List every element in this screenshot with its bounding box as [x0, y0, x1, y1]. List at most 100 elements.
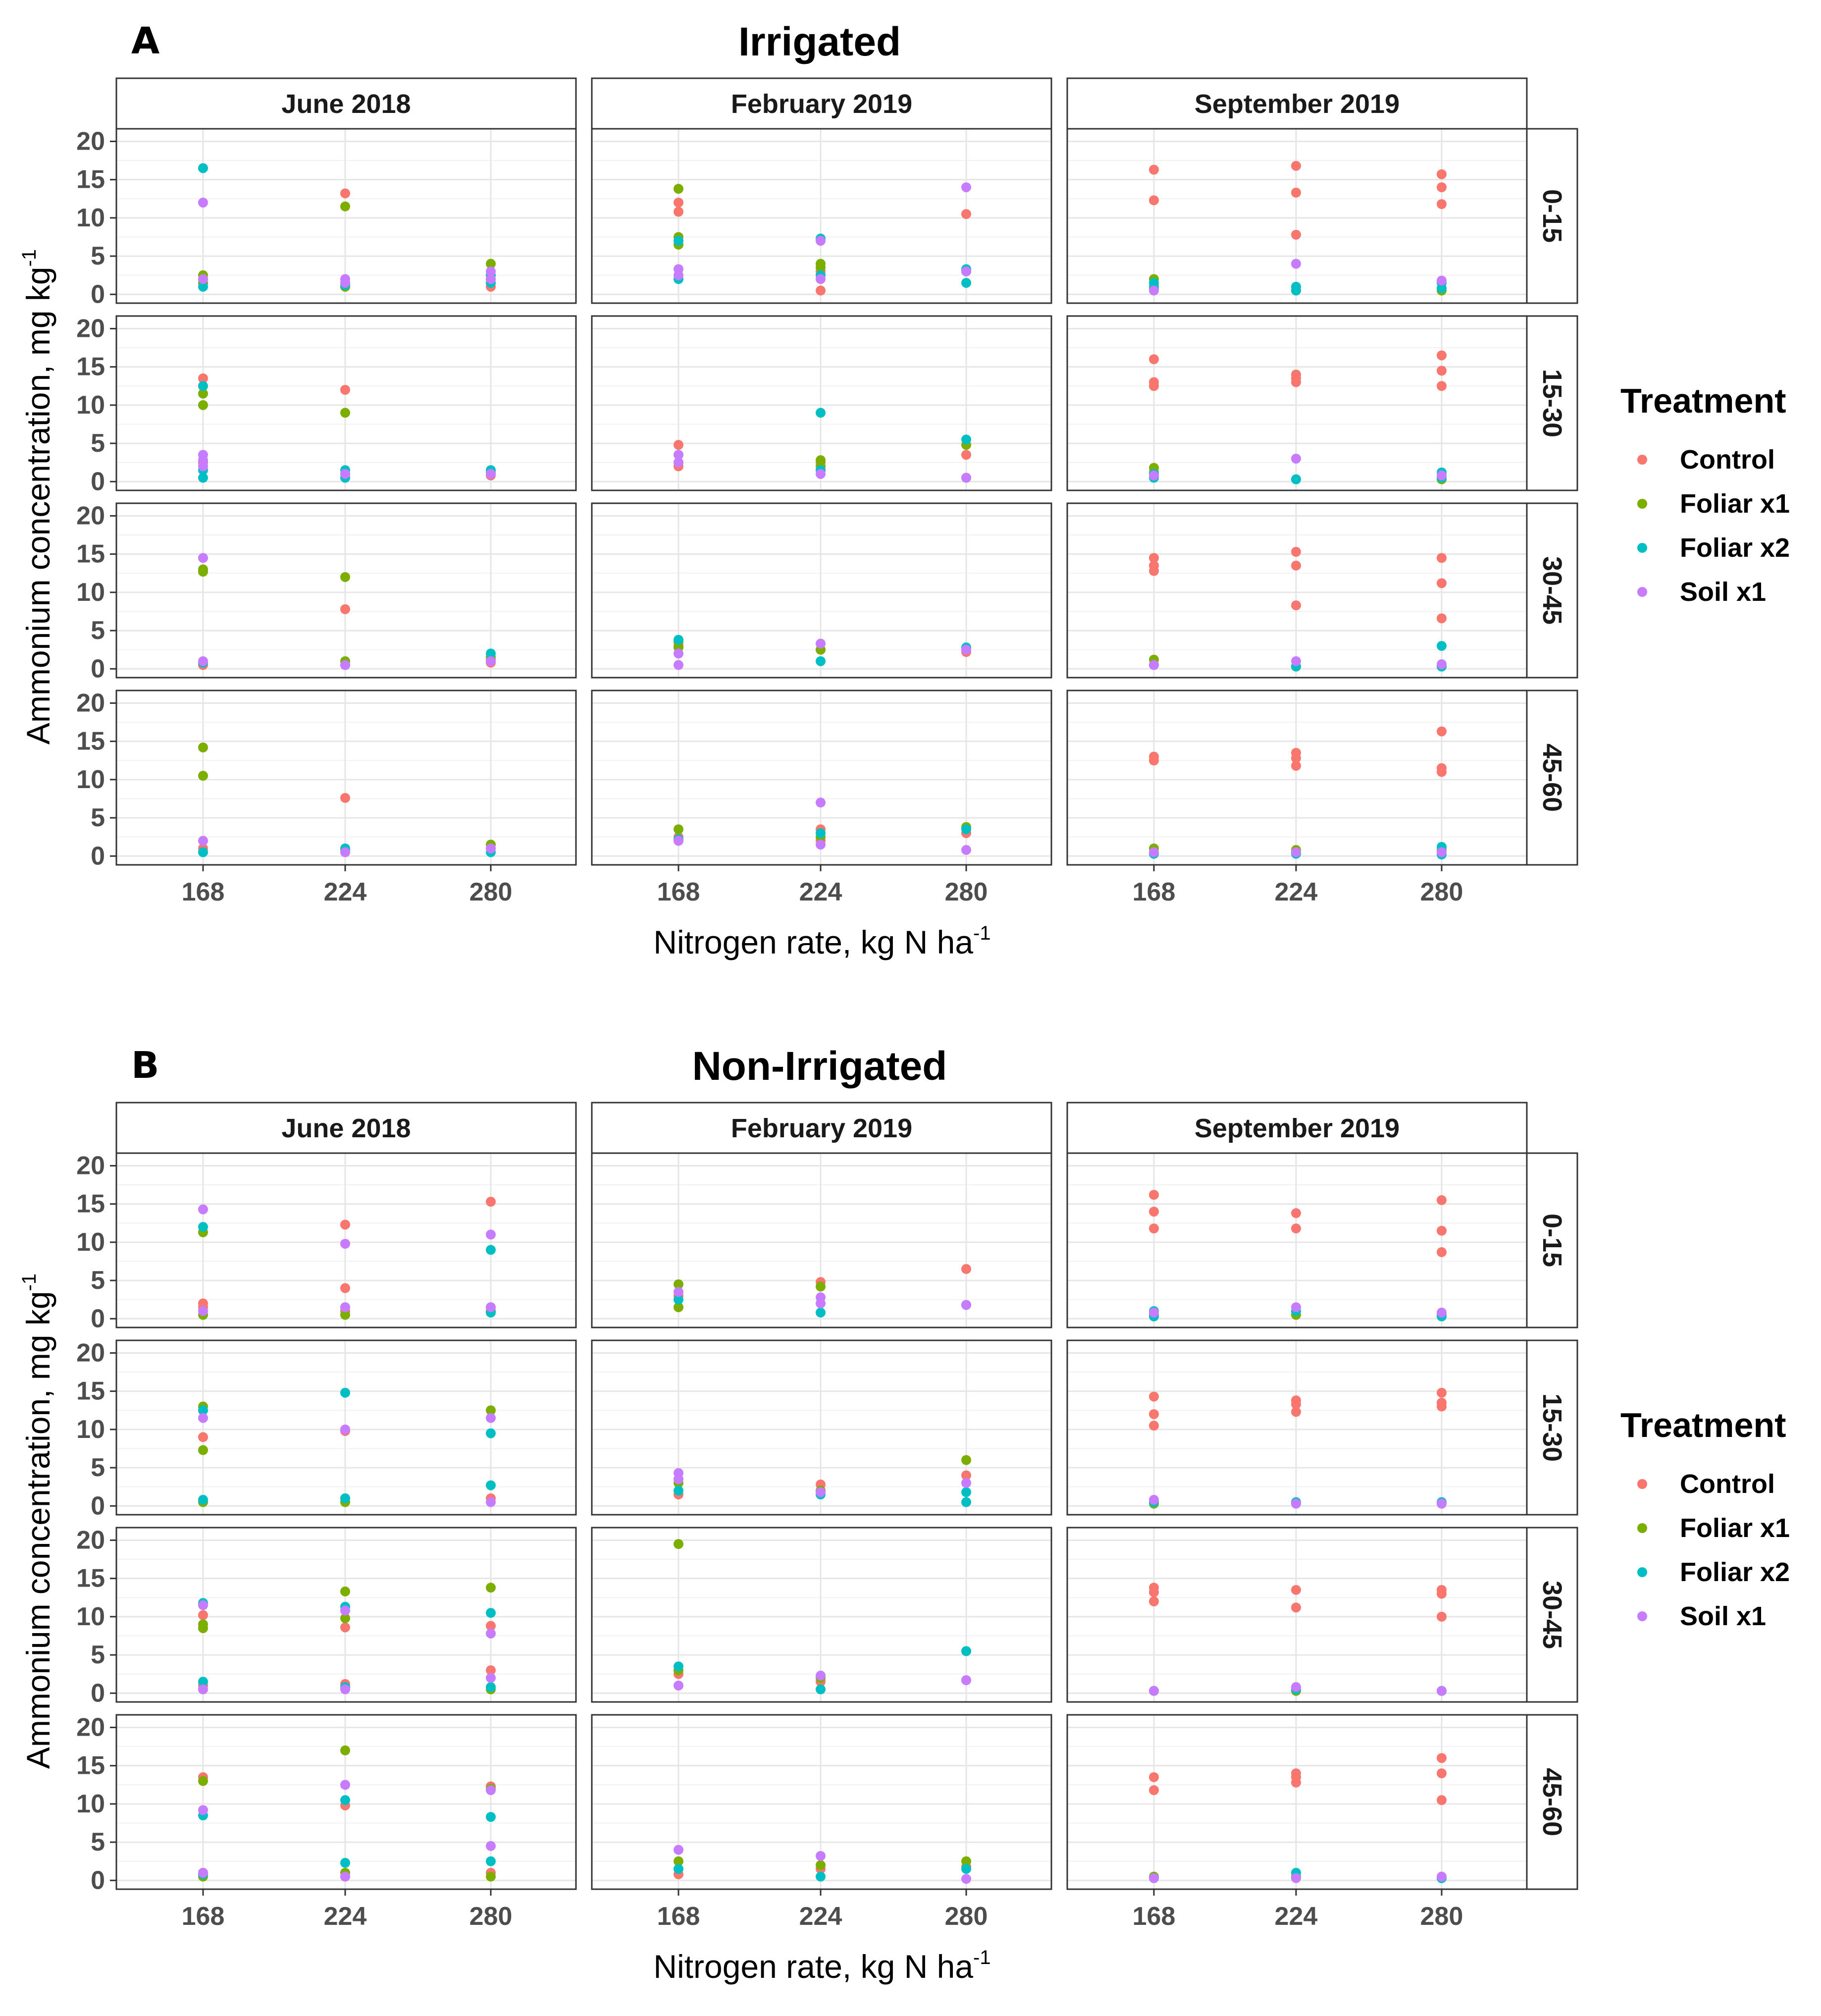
data-point — [1437, 1387, 1447, 1398]
data-point — [1149, 195, 1159, 206]
facet-panel — [591, 1152, 1052, 1328]
data-point — [1291, 285, 1301, 296]
x-tick-label: 168 — [657, 1902, 700, 1931]
data-point — [674, 1474, 683, 1485]
facet-depth-label: 30-45 — [1537, 556, 1567, 625]
data-point — [1149, 1596, 1159, 1606]
data-point — [816, 274, 826, 284]
data-point — [340, 1302, 350, 1313]
data-point — [961, 1478, 971, 1488]
x-tick-label: 280 — [1420, 878, 1463, 906]
y-axis-title: Ammonium concentration, mg kg-1 — [18, 1273, 56, 1769]
data-point — [198, 274, 208, 284]
data-point — [1291, 847, 1301, 857]
data-point — [1149, 1409, 1159, 1419]
data-point — [486, 1856, 496, 1866]
data-point — [1291, 1602, 1301, 1613]
facet-strip-depth — [1526, 1527, 1578, 1703]
data-point — [674, 824, 683, 835]
facet-panel — [115, 690, 577, 866]
data-point — [1437, 767, 1447, 777]
y-tick-label: 20 — [76, 1713, 105, 1742]
data-point — [340, 1387, 350, 1398]
facet-panel — [591, 1527, 1052, 1703]
data-point — [198, 1221, 208, 1232]
facet-strip-date — [115, 1102, 577, 1154]
legend-label: Foliar x2 — [1680, 533, 1790, 563]
data-point — [198, 373, 208, 383]
data-point — [1149, 1494, 1159, 1505]
facet-panel — [115, 502, 577, 679]
data-point — [961, 1264, 971, 1274]
data-point — [198, 1677, 208, 1687]
x-tick-label: 280 — [945, 878, 988, 906]
y-tick-label: 15 — [76, 1564, 105, 1593]
data-point — [816, 1670, 826, 1681]
data-point — [340, 188, 350, 199]
y-axis-title: Ammonium concentration, mg kg-1 — [18, 249, 56, 744]
facet-date-label: September 2019 — [1195, 1114, 1400, 1143]
data-point — [961, 182, 971, 193]
data-point — [1291, 1585, 1301, 1595]
data-point — [1149, 1223, 1159, 1234]
data-point — [198, 743, 208, 753]
data-point — [961, 644, 971, 655]
data-point — [1291, 1208, 1301, 1219]
y-tick-label: 10 — [76, 1415, 105, 1444]
data-point — [340, 1283, 350, 1293]
y-tick-label: 15 — [76, 727, 105, 756]
data-point — [198, 1600, 208, 1610]
data-point — [1149, 1307, 1159, 1318]
data-point — [340, 604, 350, 614]
x-tick-label: 168 — [1133, 878, 1176, 906]
y-tick-label: 10 — [76, 204, 105, 232]
panel-border — [115, 1527, 577, 1703]
data-point — [816, 1684, 826, 1695]
data-point — [816, 828, 826, 838]
panel-letter: A — [131, 20, 159, 62]
data-point — [340, 278, 350, 288]
data-point — [816, 263, 826, 273]
data-point — [486, 1673, 496, 1683]
data-point — [816, 1281, 826, 1292]
data-point — [816, 1851, 826, 1861]
panel-background — [1067, 1153, 1527, 1327]
panel-background — [116, 503, 576, 678]
data-point — [340, 1857, 350, 1868]
legend: Treatment Control Foliar x1 Foliar x2 Soil x… — [1620, 1406, 1790, 1631]
legend-key — [1637, 587, 1647, 597]
x-tick-label: 280 — [1420, 1902, 1463, 1931]
legend-key — [1637, 1523, 1647, 1533]
data-point — [1149, 354, 1159, 365]
x-tick-label: 168 — [657, 878, 700, 906]
facet-strip-depth — [1526, 128, 1578, 304]
data-point — [1291, 761, 1301, 771]
facet-depth-label: 0-15 — [1537, 189, 1567, 243]
facet-depth-label: 30-45 — [1537, 1581, 1567, 1649]
data-point — [198, 163, 208, 173]
data-point — [198, 388, 208, 399]
data-point — [1149, 285, 1159, 296]
data-point — [1291, 259, 1301, 269]
facet-panel — [591, 502, 1052, 679]
data-point — [198, 1405, 208, 1416]
data-point — [340, 1684, 350, 1695]
data-point — [198, 847, 208, 857]
data-point — [486, 1480, 496, 1490]
facet-strip-depth — [1526, 690, 1578, 866]
y-tick-label: 15 — [76, 1377, 105, 1406]
data-point — [1149, 660, 1159, 670]
data-point — [674, 1279, 683, 1289]
data-point — [340, 1310, 350, 1320]
y-tick-label: 10 — [76, 765, 105, 794]
panel-border — [591, 502, 1052, 679]
data-point — [1437, 578, 1447, 588]
y-tick-label: 0 — [91, 467, 105, 496]
data-point — [816, 1871, 826, 1882]
panel-background — [1067, 690, 1527, 865]
data-point — [1437, 350, 1447, 361]
data-point — [198, 197, 208, 208]
facet-panel — [115, 1527, 577, 1703]
data-point — [1149, 1785, 1159, 1796]
y-tick-label: 5 — [91, 1641, 105, 1669]
